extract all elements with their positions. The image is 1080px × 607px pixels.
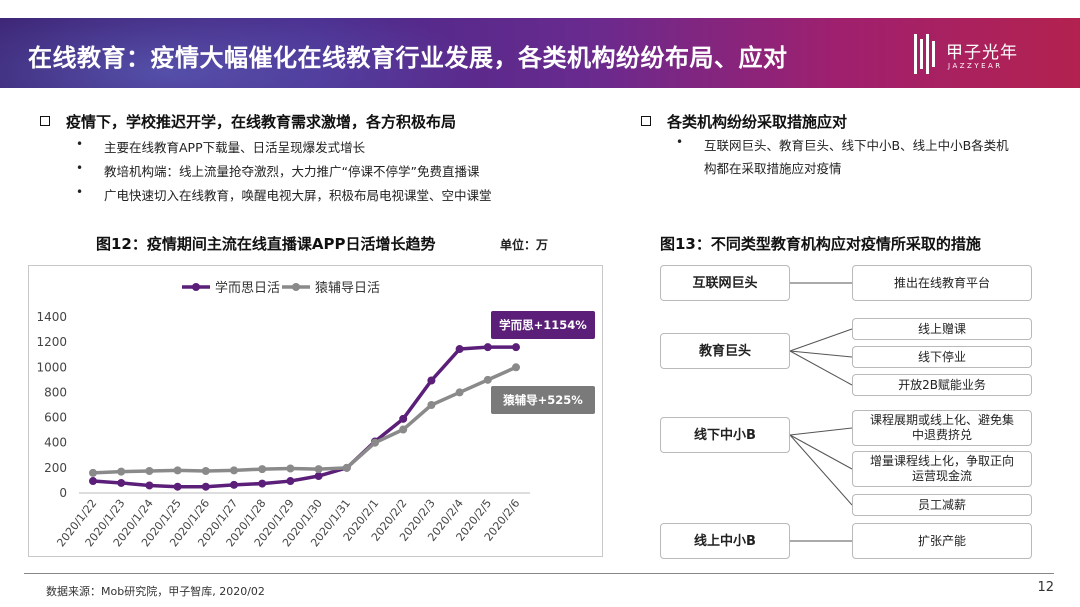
annotation-xueersi: 学而思+1154% <box>499 318 587 332</box>
y-tick-label: 800 <box>44 385 67 399</box>
diagram-connectors <box>789 282 853 542</box>
annotation-xueersi-box <box>491 311 595 339</box>
right-section-title: 各类机构纷纷采取措施应对 <box>641 111 847 132</box>
page-number: 12 <box>1037 580 1054 595</box>
right-bullet-1-cont: 构都在采取措施应对疫情 <box>704 161 842 176</box>
y-tick-label: 200 <box>44 461 67 475</box>
data-point-xueersi <box>173 482 182 491</box>
measure-box: 开放2B赋能业务 <box>852 374 1032 396</box>
data-point-yuanfudao <box>286 464 295 473</box>
data-point-yuanfudao <box>173 466 182 475</box>
figure12-unit: 单位：万 <box>500 238 549 252</box>
measure-box: 员工减薪 <box>852 494 1032 516</box>
data-point-yuanfudao <box>89 468 97 477</box>
measure-box: 线上赠课 <box>852 318 1032 340</box>
measure-box: 推出在线教育平台 <box>852 265 1032 301</box>
figure13-title: 图13：不同类型教育机构应对疫情所采取的措施 <box>660 235 981 253</box>
data-point-xueersi <box>399 414 408 423</box>
data-point-xueersi <box>145 481 154 490</box>
data-point-yuanfudao <box>117 467 126 476</box>
data-point-xueersi <box>455 345 464 354</box>
data-point-yuanfudao <box>145 467 154 475</box>
series-line-xueersi <box>92 345 516 489</box>
measure-box: 扩张产能 <box>852 523 1032 559</box>
brand-logo: 甲子光年 JAZZYEAR <box>914 32 1044 76</box>
data-point-yuanfudao <box>342 463 351 472</box>
measure-box: 线下停业 <box>852 346 1032 368</box>
measure-box: 课程展期或线上化、避免集中退费挤兑 <box>852 410 1032 446</box>
logo-brand-en: JAZZYEAR <box>948 62 1003 70</box>
footer-divider <box>24 573 1054 574</box>
data-point-yuanfudao <box>512 363 520 372</box>
data-point-xueersi <box>230 480 238 489</box>
logo-brand-text: 甲子光年 <box>946 43 1018 63</box>
data-point-yuanfudao <box>427 401 436 409</box>
data-point-xueersi <box>512 343 520 352</box>
figure12-title: 图12：疫情期间主流在线直播课APP日活增长趋势 <box>96 235 436 253</box>
page-title: 在线教育：疫情大幅催化在线教育行业发展，各类机构纷纷布局、应对 <box>28 44 788 72</box>
annotation-yuanfudao-box <box>491 386 595 414</box>
data-point-xueersi <box>89 477 97 486</box>
connector-line <box>789 434 853 470</box>
category-box: 互联网巨头 <box>660 265 790 301</box>
data-source: 数据来源：Mob研究院，甲子智库, 2020/02 <box>46 585 265 598</box>
legend-marker <box>192 283 200 291</box>
data-point-xueersi <box>286 477 295 486</box>
data-point-yuanfudao <box>455 388 464 397</box>
data-point-xueersi <box>258 479 267 488</box>
header-banner: 在线教育：疫情大幅催化在线教育行业发展，各类机构纷纷布局、应对 甲子光年 JAZ… <box>0 18 1080 88</box>
left-section-title: 疫情下，学校推迟开学，在线教育需求激增，各方积极布局 <box>40 111 456 132</box>
left-bullet-1: • 主要在线教育APP下载量、日活呈现爆发式增长 <box>76 137 366 155</box>
connector-line <box>789 350 853 386</box>
y-tick-label: 0 <box>59 486 67 500</box>
data-point-yuanfudao <box>258 465 267 474</box>
left-bullet-2: • 教培机构端：线上流量抢夺激烈，大力推广“停课不停学”免费直播课 <box>76 161 480 179</box>
data-point-xueersi <box>117 478 126 487</box>
left-bullet-3: • 广电快速切入在线教育，唤醒电视大屏，积极布局电视课堂、空中课堂 <box>76 185 492 203</box>
connector-line <box>789 434 853 506</box>
annotation-yuanfudao: 猿辅导+525% <box>502 393 583 407</box>
connector-line <box>789 328 853 352</box>
data-point-yuanfudao <box>399 425 408 434</box>
y-tick-label: 1000 <box>36 360 67 374</box>
legend-yuanfudao: 猿辅导日活 <box>315 281 380 296</box>
series-line-yuanfudao <box>92 365 517 475</box>
square-bullet-icon <box>40 116 50 126</box>
square-bullet-icon <box>641 116 651 126</box>
connector-line <box>789 350 853 358</box>
right-bullet-1: • 互联网巨头、教育巨头、线下中小B、线上中小B各类机 <box>676 135 1009 153</box>
legend-marker <box>292 283 300 291</box>
data-point-yuanfudao <box>230 466 238 475</box>
data-point-yuanfudao <box>371 438 379 447</box>
category-box: 教育巨头 <box>660 333 790 369</box>
data-point-yuanfudao <box>483 375 492 384</box>
y-tick-label: 400 <box>44 436 67 450</box>
y-tick-label: 1200 <box>36 335 67 349</box>
data-point-xueersi <box>483 343 492 352</box>
measure-box: 增量课程线上化，争取正向运营现金流 <box>852 451 1032 487</box>
y-tick-label: 600 <box>44 411 67 425</box>
measures-diagram: 互联网巨头 推出在线教育平台教育巨头 线上赠课线下停业开放2B赋能业务线下中小B 课程… <box>650 260 1040 565</box>
data-point-yuanfudao <box>201 467 210 475</box>
data-point-xueersi <box>314 472 323 481</box>
legend-xueersi: 学而思日活 <box>215 280 280 296</box>
connector-line <box>789 427 853 436</box>
data-point-xueersi <box>201 482 210 491</box>
data-point-yuanfudao <box>314 465 323 474</box>
line-chart: 02004006008001000120014002020/1/222020/1… <box>36 280 595 549</box>
category-box: 线上中小B <box>660 523 790 559</box>
y-tick-label: 1400 <box>36 310 67 324</box>
logo-bars-icon <box>914 34 938 74</box>
data-point-xueersi <box>427 376 436 385</box>
line-chart-panel: 0 200 400 600 800 1000 1200 1400 2020/1/22 2020/1… <box>28 265 603 557</box>
category-box: 线下中小B <box>660 417 790 453</box>
